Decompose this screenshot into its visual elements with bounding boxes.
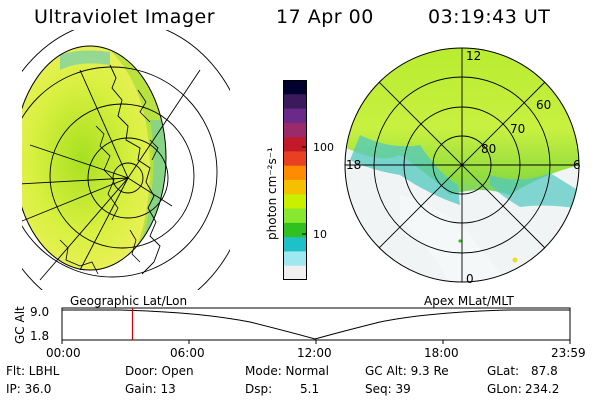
colorbar-segment xyxy=(283,251,307,267)
colorbar-tick-100: 100 xyxy=(313,141,334,154)
geographic-caption: Geographic Lat/Lon xyxy=(70,294,188,308)
door-status: Door: Open xyxy=(125,364,194,378)
colorbar-segment xyxy=(283,94,307,110)
mlt-label-6: 6 xyxy=(573,158,581,172)
colorbar-segment xyxy=(283,122,307,138)
dsp-value: 5.1 xyxy=(300,382,320,396)
filter-status: Flt: LBHL xyxy=(6,364,60,378)
mlt-label-12: 12 xyxy=(466,49,481,63)
seq-status: Seq: 39 xyxy=(365,382,411,396)
ip-status: IP: 36.0 xyxy=(6,382,52,396)
colorbar-segment xyxy=(283,237,307,252)
glat-label: GLat: xyxy=(487,364,520,378)
mlat-label-80: 80 xyxy=(481,142,496,156)
earth-disk xyxy=(22,46,166,270)
gain-status: Gain: 13 xyxy=(125,382,176,396)
time-label: 03:19:43 UT xyxy=(428,6,551,28)
gc-alt-axis-label: GC Alt xyxy=(13,306,27,344)
mode-status: Mode: Normal xyxy=(245,364,329,378)
gc-alt-tick-9: 9.0 xyxy=(30,305,49,319)
colorbar-segment xyxy=(283,194,307,210)
colorbar-segment xyxy=(283,137,307,152)
time-tick-0000: 00:00 xyxy=(46,346,81,360)
svg-text:photon cm⁻²s⁻¹: photon cm⁻²s⁻¹ xyxy=(265,147,279,240)
mlt-label-0: 0 xyxy=(466,272,474,285)
colorbar-segment xyxy=(283,265,307,280)
glon-value: 234.2 xyxy=(525,382,560,396)
colorbar-segment xyxy=(283,222,307,238)
gc-alt-status: GC Alt: 9.3 Re xyxy=(365,364,449,378)
dsp-label: Dsp: xyxy=(245,382,273,396)
altitude-timeline: GC Alt 9.0 1.8 xyxy=(13,305,571,344)
colorbar-tick-10: 10 xyxy=(313,228,327,241)
colorbar-segment xyxy=(283,165,307,181)
time-tick-2359: 23:59 xyxy=(551,346,586,360)
color-scale-bar xyxy=(283,80,307,280)
time-tick-0600: 06:00 xyxy=(170,346,205,360)
colorbar-segment xyxy=(283,208,307,224)
colorbar-segment xyxy=(283,80,307,95)
colorbar-segment xyxy=(283,180,307,195)
date-label: 17 Apr 00 xyxy=(276,6,374,28)
instrument-title: Ultraviolet Imager xyxy=(34,6,216,28)
gc-alt-tick-1: 1.8 xyxy=(30,329,49,343)
colorbar-segment xyxy=(283,108,307,124)
glon-label: GLon: xyxy=(487,382,522,396)
mlat-label-60: 60 xyxy=(536,98,551,112)
colorbar-segment xyxy=(283,151,307,167)
mlt-label-18: 18 xyxy=(346,158,361,172)
magnetic-polar-image: 12 18 6 0 60 70 80 xyxy=(344,47,581,285)
time-tick-1200: 12:00 xyxy=(297,346,332,360)
magnetic-caption: Apex MLat/MLT xyxy=(424,294,514,308)
glat-value: 87.8 xyxy=(531,364,558,378)
mlat-label-70: 70 xyxy=(510,122,525,136)
geographic-image xyxy=(22,30,230,290)
time-tick-1800: 18:00 xyxy=(424,346,459,360)
colorbar-unit-label: photon cm⁻²s⁻¹ xyxy=(265,147,279,240)
